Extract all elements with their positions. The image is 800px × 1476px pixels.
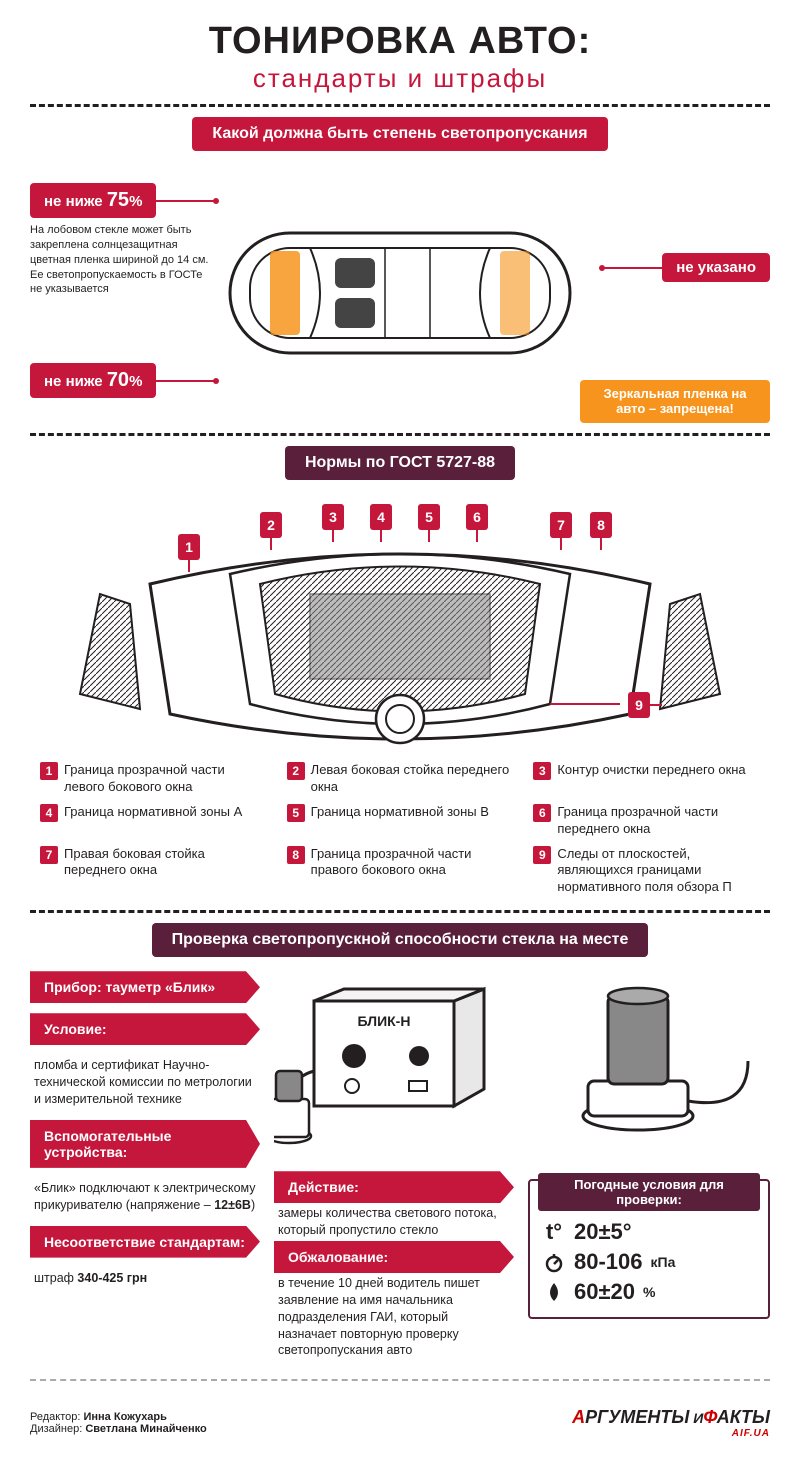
arrow-heading: Условие: xyxy=(30,1013,260,1045)
arrow-heading: Вспомогательные устройства: xyxy=(30,1120,260,1168)
sensor-icon xyxy=(528,971,758,1141)
legend-item: 7Правая боковая стойка переднего окна xyxy=(40,846,267,897)
desc-text: замеры количества светового потока, кото… xyxy=(274,1203,514,1241)
svg-text:БЛИК-Н: БЛИК-Н xyxy=(358,1013,411,1029)
marker-8: 8 xyxy=(590,512,612,538)
section2-diagram: 1 2 3456 78 9 xyxy=(30,494,770,754)
pressure-icon xyxy=(542,1250,566,1274)
tag-75: не ниже 75% xyxy=(30,183,216,218)
desc-text: штраф 340-425 грн xyxy=(30,1268,260,1289)
section3: Прибор: тауметр «Блик» Условие: пломба и с… xyxy=(30,971,770,1361)
footer: Редактор: Инна Кожухарь Дизайнер: Светла… xyxy=(0,1397,800,1449)
blik-device-icon: БЛИК-Н xyxy=(274,971,514,1161)
aif-logo: АРГУМЕНТЫ ИФАКТЫ AIF.UA xyxy=(572,1407,770,1439)
desc-text: пломба и сертификат Научно-технической к… xyxy=(30,1055,260,1110)
col-right: Погодные условия для проверки: t° 20±5° … xyxy=(528,971,770,1361)
credits: Редактор: Инна Кожухарь Дизайнер: Светла… xyxy=(30,1411,207,1435)
subtitle: стандарты и штрафы xyxy=(30,63,770,94)
legend-item: 4Граница нормативной зоны А xyxy=(40,804,267,838)
weather-temp: t° 20±5° xyxy=(542,1219,756,1245)
windshield-diagram-icon xyxy=(30,494,770,754)
col-mid: БЛИК-Н Действие:замеры количества светов… xyxy=(274,971,514,1361)
divider xyxy=(30,1379,770,1381)
weather-title: Погодные условия для проверки: xyxy=(538,1173,760,1211)
marker-9: 9 xyxy=(628,692,650,718)
arrow-heading: Обжалование: xyxy=(274,1241,514,1273)
marker-7: 7 xyxy=(550,512,572,538)
legend-item: 8Граница прозрачной части правого боково… xyxy=(287,846,514,897)
marker-4: 4 xyxy=(370,504,392,530)
weather-humidity: 60±20% xyxy=(542,1279,756,1305)
legend-grid: 1Граница прозрачной части левого боковог… xyxy=(30,762,770,896)
marker-6: 6 xyxy=(466,504,488,530)
tag-70: не ниже 70% xyxy=(30,363,216,398)
legend-item: 6Граница прозрачной части переднего окна xyxy=(533,804,760,838)
col-left: Прибор: тауметр «Блик» Условие: пломба и с… xyxy=(30,971,260,1361)
section2-banner: Нормы по ГОСТ 5727-88 xyxy=(285,446,515,480)
marker-3: 3 xyxy=(322,504,344,530)
temp-icon: t° xyxy=(542,1220,566,1244)
humidity-icon xyxy=(542,1280,566,1304)
divider xyxy=(30,910,770,913)
weather-pressure: 80-106кПа xyxy=(542,1249,756,1275)
marker-5: 5 xyxy=(418,504,440,530)
main-title: ТОНИРОВКА АВТО: xyxy=(30,20,770,63)
desc-text: в течение 10 дней водитель пишет заявлен… xyxy=(274,1273,514,1361)
page-title: ТОНИРОВКА АВТО: стандарты и штрафы xyxy=(30,20,770,94)
legend-item: 9Следы от плоскостей, являющихся граница… xyxy=(533,846,760,897)
marker-2: 2 xyxy=(260,512,282,538)
legend-item: 5Граница нормативной зоны В xyxy=(287,804,514,838)
section1-diagram: не ниже 75% не ниже 70% не указано На ло… xyxy=(30,163,770,423)
divider xyxy=(30,433,770,436)
sensor-diagram xyxy=(528,971,770,1161)
section1-banner: Какой должна быть степень светопропускан… xyxy=(192,117,607,151)
legend-item: 2Левая боковая стойка переднего окна xyxy=(287,762,514,796)
legend-item: 1Граница прозрачной части левого боковог… xyxy=(40,762,267,796)
legend-item: 3Контур очистки переднего окна xyxy=(533,762,760,796)
device-diagram: БЛИК-Н xyxy=(274,971,514,1161)
tag-unspecified: не указано xyxy=(602,253,770,282)
arrow-heading: Прибор: тауметр «Блик» xyxy=(30,971,260,1003)
section3-banner: Проверка светопропускной способности сте… xyxy=(152,923,649,957)
windshield-note: На лобовом стекле может быть закреплена … xyxy=(30,223,210,297)
marker-1: 1 xyxy=(178,534,200,560)
arrow-heading: Несоответствие стандартам: xyxy=(30,1226,260,1258)
divider xyxy=(30,104,770,107)
desc-text: «Блик» подключают к электрическому прику… xyxy=(30,1178,260,1216)
weather-box: Погодные условия для проверки: t° 20±5° … xyxy=(528,1179,770,1319)
car-topview-icon xyxy=(220,203,580,383)
mirror-warning: Зеркальная пленка на авто – запрещена! xyxy=(580,380,770,423)
arrow-heading: Действие: xyxy=(274,1171,514,1203)
